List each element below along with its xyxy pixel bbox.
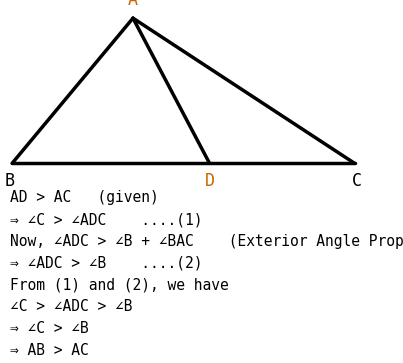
Text: From (1) and (2), we have: From (1) and (2), we have	[10, 277, 229, 293]
Text: ⇒ AB > AC: ⇒ AB > AC	[10, 343, 89, 358]
Text: ⇒ ∠ADC > ∠B    ....(2): ⇒ ∠ADC > ∠B ....(2)	[10, 256, 203, 271]
Text: B: B	[5, 172, 15, 191]
Text: ∠C > ∠ADC > ∠B: ∠C > ∠ADC > ∠B	[10, 299, 133, 314]
Text: D: D	[205, 172, 214, 191]
Text: A: A	[128, 0, 138, 9]
Text: AD > AC   (given): AD > AC (given)	[10, 190, 159, 205]
Text: ⇒ ∠C > ∠ADC    ....(1): ⇒ ∠C > ∠ADC ....(1)	[10, 212, 203, 227]
Text: Now, ∠ADC > ∠B + ∠BAC    (Exterior Angle Property): Now, ∠ADC > ∠B + ∠BAC (Exterior Angle Pr…	[10, 234, 403, 249]
Text: ⇒ ∠C > ∠B: ⇒ ∠C > ∠B	[10, 321, 89, 336]
Text: C: C	[352, 172, 361, 191]
